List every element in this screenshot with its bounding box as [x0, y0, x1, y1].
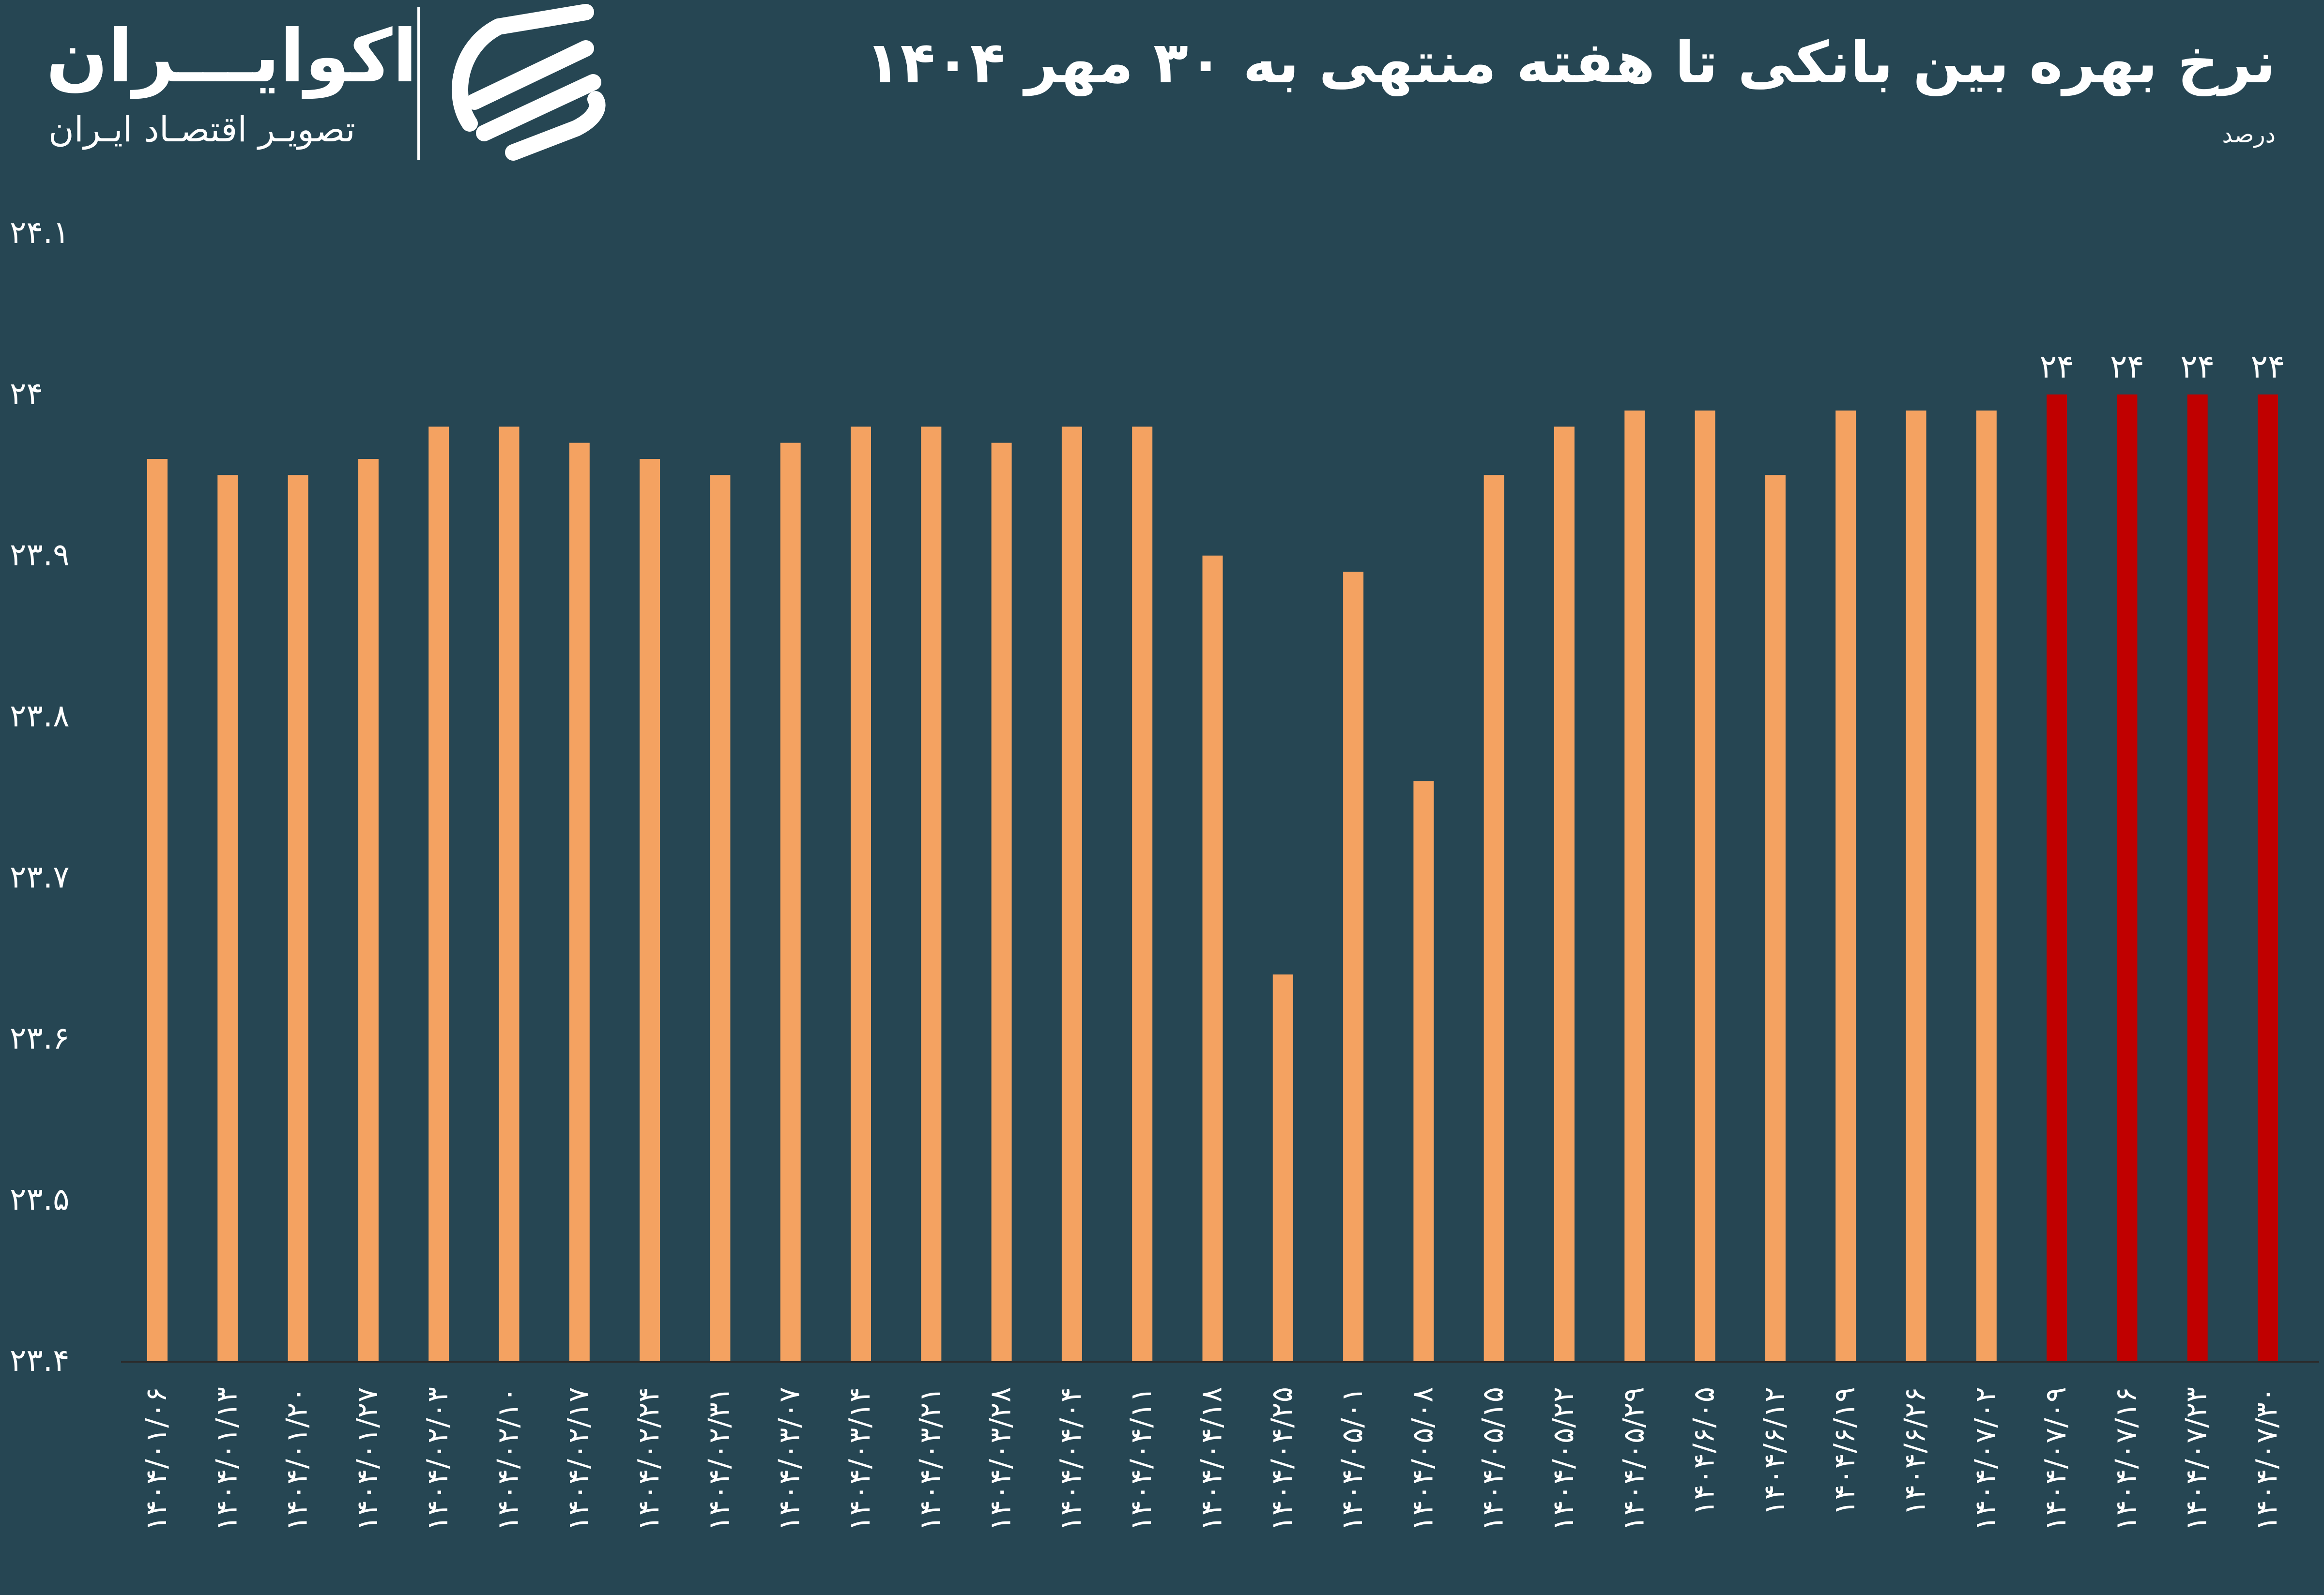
x-tick-label: ۱۴۰۴/۰۵/۲۹	[1617, 1387, 1651, 1531]
y-tick-label: ۲۳.۴	[10, 1343, 69, 1379]
highlight-bar	[2258, 394, 2278, 1361]
x-tick-label: ۱۴۰۴/۰۵/۱۵	[1476, 1387, 1510, 1531]
bar	[1132, 426, 1153, 1361]
x-tick-label: ۱۴۰۴/۰۴/۱۸	[1195, 1387, 1229, 1531]
highlight-bar	[2047, 394, 2067, 1361]
x-tick-label: ۱۴۰۴/۰۳/۲۸	[984, 1387, 1018, 1531]
unit-label: درصد	[2222, 121, 2276, 148]
x-tick-label: ۱۴۰۴/۰۷/۰۲	[1969, 1387, 2003, 1531]
bar	[851, 426, 871, 1361]
x-tick-label: ۱۴۰۴/۰۲/۳۱	[702, 1387, 736, 1531]
highlight-bar	[2117, 394, 2138, 1361]
x-tick-label: ۱۴۰۴/۰۲/۰۳	[421, 1387, 455, 1531]
x-tick-label: ۱۴۰۴/۰۲/۱۷	[562, 1387, 596, 1531]
bar	[1765, 475, 1786, 1362]
x-tick-label: ۱۴۰۴/۶/۱۹	[1828, 1387, 1862, 1516]
highlight-bar	[2187, 394, 2208, 1361]
brand-tagline: تصویـر اقتصـاد ایـران	[48, 109, 355, 150]
bar	[288, 475, 308, 1362]
x-tick-label: ۱۴۰۴/۰۷/۱۶	[2109, 1387, 2143, 1531]
x-tick-label: ۱۴۰۴/۰۴/۱۱	[1124, 1387, 1158, 1531]
x-tick-label: ۱۴۰۴/۰۴/۰۴	[1054, 1387, 1088, 1531]
bar	[780, 442, 801, 1361]
logo-divider	[417, 7, 420, 160]
bar	[1554, 426, 1575, 1361]
brand-logo: اکوایـــران تصویـر اقتصـاد ایـران	[0, 0, 629, 174]
y-tick-label: ۲۳.۷	[10, 859, 69, 895]
bar	[1976, 410, 1997, 1362]
bar	[1624, 410, 1645, 1362]
x-tick-label: ۱۴۰۴/۰۷/۰۹	[2039, 1387, 2073, 1531]
bar	[499, 426, 520, 1361]
x-tick-label: ۱۴۰۴/۰۵/۲۲	[1546, 1387, 1580, 1531]
bar	[1483, 475, 1504, 1362]
bar	[710, 475, 731, 1362]
x-tick-label: ۱۴۰۴/۰۴/۲۵	[1265, 1387, 1299, 1531]
bar	[1343, 572, 1364, 1361]
bar	[921, 426, 942, 1361]
x-tick-label: ۱۴۰۴/۰۱/۱۳	[210, 1387, 244, 1531]
y-tick-label: ۲۳.۶	[10, 1020, 69, 1056]
x-tick-label: ۱۴۰۴/۰۲/۲۴	[632, 1387, 666, 1531]
x-tick-label: ۱۴۰۴/۶/۱۲	[1758, 1387, 1791, 1516]
x-tick-label: ۱۴۰۴/۰۱/۰۶	[139, 1387, 173, 1531]
y-tick-label: ۲۳.۸	[10, 699, 69, 734]
bar	[1202, 555, 1223, 1361]
x-tick-label: ۱۴۰۴/۰۷/۲۳	[2180, 1387, 2214, 1531]
bar	[1061, 426, 1082, 1361]
x-tick-label: ۱۴۰۴/۰۳/۱۴	[843, 1387, 877, 1531]
bar	[1413, 781, 1434, 1361]
bar	[1906, 410, 1926, 1362]
x-tick-label: ۱۴۰۴/۰۵/۰۱	[1335, 1387, 1369, 1531]
bar	[147, 459, 168, 1361]
bar	[358, 459, 379, 1361]
y-tick-label: ۲۳.۵	[10, 1182, 69, 1217]
bar	[428, 426, 449, 1361]
x-tick-label: ۱۴۰۴/۶/۲۶	[1898, 1387, 1932, 1516]
data-label: ۲۴	[2180, 348, 2215, 385]
x-tick-label: ۱۴۰۴/۰۲/۱۰	[491, 1387, 525, 1531]
bar	[569, 442, 590, 1361]
x-tick-label: ۱۴۰۴/۶/۰۵	[1687, 1387, 1721, 1516]
x-tick-label: ۱۴۰۴/۰۱/۲۰	[280, 1387, 314, 1531]
x-tick-label: ۱۴۰۴/۰۳/۲۱	[913, 1387, 947, 1531]
bar	[217, 475, 238, 1362]
x-tick-label: ۱۴۰۴/۰۵/۰۸	[1406, 1387, 1439, 1531]
y-tick-label: ۲۳.۹	[10, 537, 69, 573]
x-tick-label: ۱۴۰۴/۰۷/۳۰	[2250, 1387, 2284, 1531]
x-tick-label: ۱۴۰۴/۰۱/۲۷	[351, 1387, 384, 1531]
brand-name: اکوایـــران	[46, 15, 417, 99]
bar	[991, 442, 1012, 1361]
x-tick-label: ۱۴۰۴/۰۳/۰۷	[773, 1387, 807, 1531]
bar	[1835, 410, 1856, 1362]
data-label: ۲۴	[2040, 348, 2074, 385]
data-label: ۲۴	[2110, 348, 2144, 385]
bar	[1272, 974, 1293, 1361]
y-tick-label: ۲۴	[10, 376, 43, 412]
data-label: ۲۴	[2251, 348, 2285, 385]
chart-title: نرخ بهره بین بانکی تا هفته منتهی به ۳۰ م…	[865, 29, 2276, 96]
bar	[640, 459, 660, 1361]
bar	[1695, 410, 1715, 1362]
y-tick-label: ۲۴.۱	[10, 215, 69, 251]
ecoiran-logo-icon	[452, 4, 606, 161]
